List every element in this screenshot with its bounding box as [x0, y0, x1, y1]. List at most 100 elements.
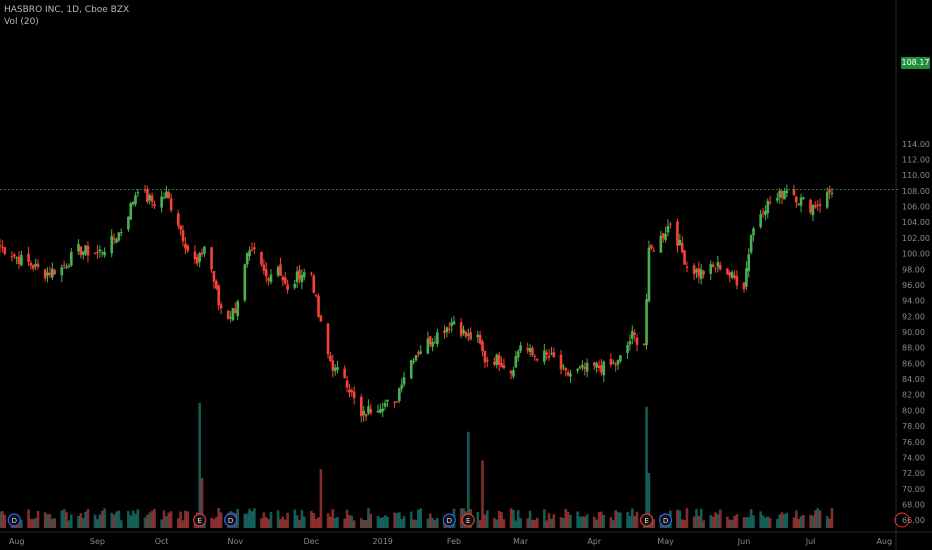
candle-body [0, 245, 2, 247]
candle-body [811, 205, 815, 216]
volume-bar [317, 517, 320, 528]
event-marker-label: E [197, 517, 201, 525]
volume-bar [414, 519, 418, 528]
volume-bar [581, 516, 584, 528]
candle-body [34, 263, 37, 267]
candle-body [314, 294, 318, 296]
candle-body [564, 367, 568, 371]
volume-bar [367, 508, 370, 528]
candle-body [79, 246, 83, 255]
candle-body [279, 264, 282, 276]
candle-body [236, 301, 240, 317]
volume-bar [436, 517, 439, 528]
candle-body [302, 272, 306, 278]
candle-body [547, 355, 551, 358]
volume-bar [697, 515, 701, 528]
candle-body [148, 195, 152, 201]
volume-bar [279, 519, 282, 528]
candle-body [609, 359, 613, 365]
volume-bar [495, 519, 499, 528]
volume-bar [417, 509, 420, 528]
candle-body [134, 195, 137, 205]
volume-bar [43, 512, 47, 528]
volume-bar [100, 510, 104, 528]
volume-bar [0, 511, 2, 528]
volume-bar [611, 520, 615, 528]
chart-title: HASBRO INC, 1D, Cboe BZX [4, 5, 130, 15]
event-marker [658, 513, 673, 527]
volume-bar [747, 517, 751, 528]
candle-body [60, 266, 64, 276]
volume-bar [752, 515, 755, 528]
candle-body [683, 250, 686, 265]
candle-body [412, 360, 415, 363]
volume-bar [376, 515, 380, 528]
volume-bar [795, 510, 798, 528]
candle-body [127, 216, 130, 230]
event-marker-label: E [466, 517, 470, 525]
volume-bar [295, 515, 299, 528]
volume-bar [186, 511, 190, 528]
volume-bar [60, 510, 64, 528]
candle-body [483, 350, 487, 363]
candle-body [12, 254, 16, 257]
x-tick-label: May [657, 537, 674, 546]
volume-bar [600, 511, 603, 528]
volume-bar [362, 520, 365, 528]
volume-bar [433, 519, 437, 528]
event-marker-label: D [228, 517, 233, 525]
candle-body [799, 197, 803, 206]
y-tick-label: 108.00 [902, 187, 930, 196]
candle-body [695, 269, 698, 273]
volume-bar [27, 509, 30, 528]
y-tick-label: 114.00 [902, 140, 930, 149]
candle-body [661, 233, 665, 239]
volume-bar [745, 517, 748, 528]
candle-body [1, 246, 4, 248]
y-tick-label: 74.00 [902, 453, 925, 462]
candle-body [550, 353, 553, 355]
volume-bar [566, 511, 570, 528]
volume-bar [179, 511, 182, 528]
candle-body [112, 237, 116, 240]
candle-body [286, 284, 289, 290]
volume-bar [215, 517, 218, 528]
candle-body [785, 190, 789, 194]
y-tick-label: 72.00 [902, 469, 925, 478]
volume-bar [766, 516, 770, 528]
volume-bar [818, 510, 822, 528]
candle-body [402, 377, 406, 385]
candle-body [761, 212, 765, 214]
candle-body [666, 225, 670, 233]
candle-body [809, 199, 812, 213]
candle-body [476, 334, 480, 338]
candle-body [797, 203, 800, 205]
volume-bar [431, 518, 434, 528]
candle-body [48, 272, 52, 275]
candle-body [153, 204, 156, 206]
x-tick-label: Dec [304, 537, 319, 546]
candle-body [395, 401, 399, 403]
candle-body [198, 253, 201, 262]
volume-bar [302, 516, 306, 528]
volume-bar [53, 518, 56, 528]
volume-bar [286, 512, 289, 528]
candle-body [650, 244, 653, 249]
y-tick-label: 106.00 [902, 203, 930, 212]
volume-bar [217, 508, 220, 528]
candle-body [775, 198, 779, 201]
candle-body [267, 278, 270, 281]
volume-bar [718, 509, 722, 528]
candle-body [552, 352, 556, 358]
volume-bar [749, 509, 753, 528]
candle-body [676, 221, 679, 246]
event-marker [223, 513, 238, 527]
volume-bar [635, 511, 639, 528]
volume-bar [519, 518, 522, 528]
candle-body [436, 332, 439, 345]
volume-bar [219, 512, 223, 528]
candle-body [27, 253, 30, 262]
candle-body [212, 270, 216, 282]
volume-bar [685, 508, 689, 528]
